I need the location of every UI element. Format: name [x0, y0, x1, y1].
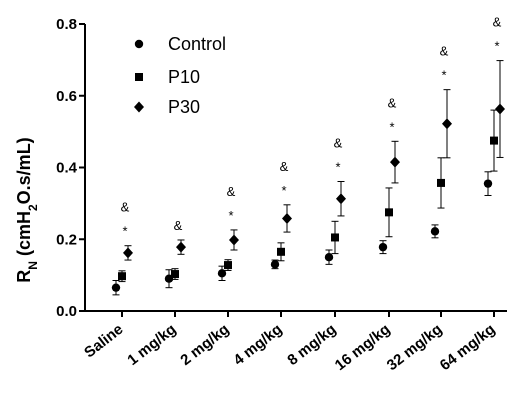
data-point-p10 — [118, 272, 126, 281]
y-tick-label: 0.2 — [56, 231, 77, 248]
legend-item-p10: P10 — [135, 67, 200, 87]
data-point-p10 — [385, 208, 393, 217]
x-tick-label: 64 mg/kg — [437, 321, 499, 374]
significance-star: * — [122, 224, 127, 239]
data-point-p10 — [171, 270, 179, 279]
x-tick-label: 8 mg/kg — [284, 321, 339, 369]
legend-marker-diamond — [134, 101, 144, 113]
significance-ampersand: & — [280, 159, 289, 174]
x-tick-label: 1 mg/kg — [124, 321, 179, 369]
legend-label: P10 — [168, 67, 200, 87]
data-point-p30 — [336, 193, 346, 205]
legend-marker-square — [135, 73, 143, 81]
legend: Control P10 P30 — [134, 34, 226, 117]
data-point-p10 — [490, 136, 498, 145]
significance-ampersand: & — [388, 95, 397, 110]
significance-star: * — [494, 39, 499, 54]
data-point-p30 — [123, 247, 133, 259]
x-tick-label: 4 mg/kg — [230, 321, 285, 369]
y-axis-title: RN (cmH2O.s/mL) — [14, 137, 40, 282]
significance-star: * — [441, 68, 446, 83]
significance-ampersand: & — [493, 15, 502, 30]
data-point-control — [483, 179, 493, 188]
data-point-p30 — [229, 234, 239, 246]
data-point-control — [270, 260, 280, 269]
data-point-p30 — [442, 118, 452, 130]
significance-star: * — [228, 208, 233, 223]
data-point-p10 — [224, 261, 232, 270]
x-tick-label: 16 mg/kg — [332, 321, 394, 374]
data-point-p10 — [437, 178, 445, 187]
chart-marks — [111, 60, 505, 296]
y-tick-label: 0.0 — [56, 303, 77, 320]
legend-label: P30 — [168, 97, 200, 117]
data-point-control — [111, 283, 121, 292]
x-tick-label: 2 mg/kg — [177, 321, 232, 369]
y-tick-label: 0.4 — [56, 160, 78, 177]
data-point-p30 — [282, 212, 292, 224]
legend-item-p30: P30 — [134, 97, 200, 117]
significance-star: * — [335, 159, 340, 174]
significance-star: * — [281, 183, 286, 198]
legend-label: Control — [168, 34, 226, 54]
series-p10 — [118, 109, 498, 283]
data-point-control — [324, 252, 334, 262]
significance-ampersand: & — [440, 44, 449, 59]
data-point-control — [378, 242, 388, 252]
significance-ampersand: & — [227, 184, 236, 199]
series-control — [111, 171, 493, 296]
series-p30 — [123, 60, 505, 261]
data-point-control — [430, 227, 440, 236]
significance-ampersand: & — [174, 218, 183, 233]
y-tick-label: 0.8 — [56, 16, 77, 33]
y-tick-label: 0.6 — [56, 88, 77, 105]
legend-item-control: Control — [134, 34, 226, 54]
data-point-p10 — [277, 247, 285, 256]
significance-star: * — [389, 119, 394, 134]
data-point-control — [217, 269, 227, 278]
x-tick-label: 32 mg/kg — [384, 321, 446, 374]
data-point-p30 — [176, 241, 186, 253]
significance-annotations: * & & * & * & * & * & * & * & — [121, 15, 502, 239]
significance-ampersand: & — [121, 200, 130, 215]
data-point-p30 — [495, 103, 505, 115]
data-point-p10 — [331, 233, 339, 242]
data-point-p30 — [390, 156, 400, 168]
significance-ampersand: & — [334, 135, 343, 150]
x-tick-label: Saline — [81, 321, 126, 362]
y-axis: 0.0 0.2 0.4 0.6 0.8 — [56, 16, 86, 320]
legend-marker-circle — [134, 39, 144, 49]
